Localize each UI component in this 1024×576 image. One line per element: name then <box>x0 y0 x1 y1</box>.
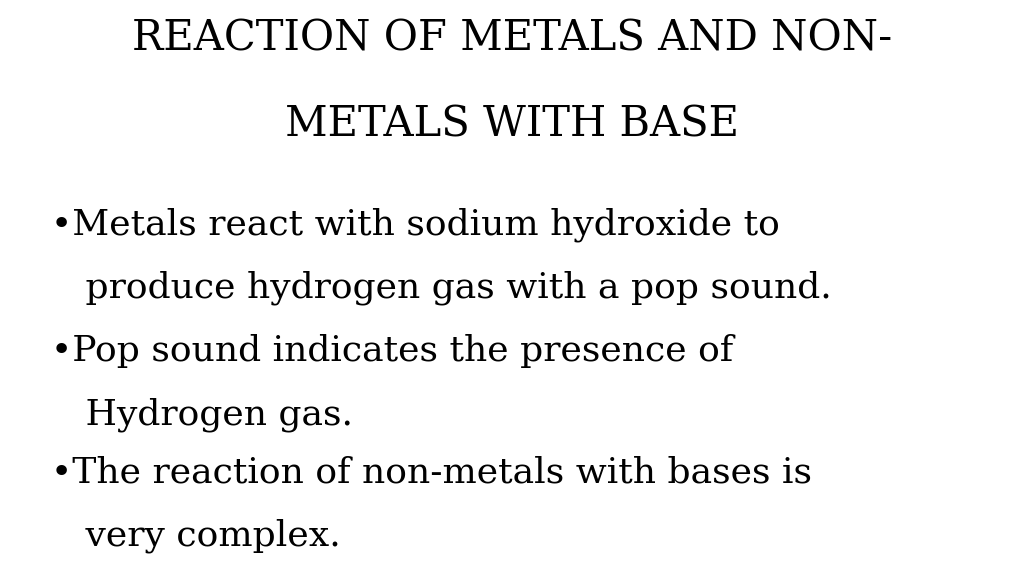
Text: REACTION OF METALS AND NON-: REACTION OF METALS AND NON- <box>132 17 892 59</box>
Text: •Pop sound indicates the presence of: •Pop sound indicates the presence of <box>51 334 733 368</box>
Text: •Metals react with sodium hydroxide to: •Metals react with sodium hydroxide to <box>51 207 780 242</box>
Text: •The reaction of non-metals with bases is: •The reaction of non-metals with bases i… <box>51 455 812 489</box>
Text: METALS WITH BASE: METALS WITH BASE <box>285 104 739 146</box>
Text: Hydrogen gas.: Hydrogen gas. <box>51 397 353 432</box>
Text: produce hydrogen gas with a pop sound.: produce hydrogen gas with a pop sound. <box>51 271 831 305</box>
Text: very complex.: very complex. <box>51 518 341 553</box>
